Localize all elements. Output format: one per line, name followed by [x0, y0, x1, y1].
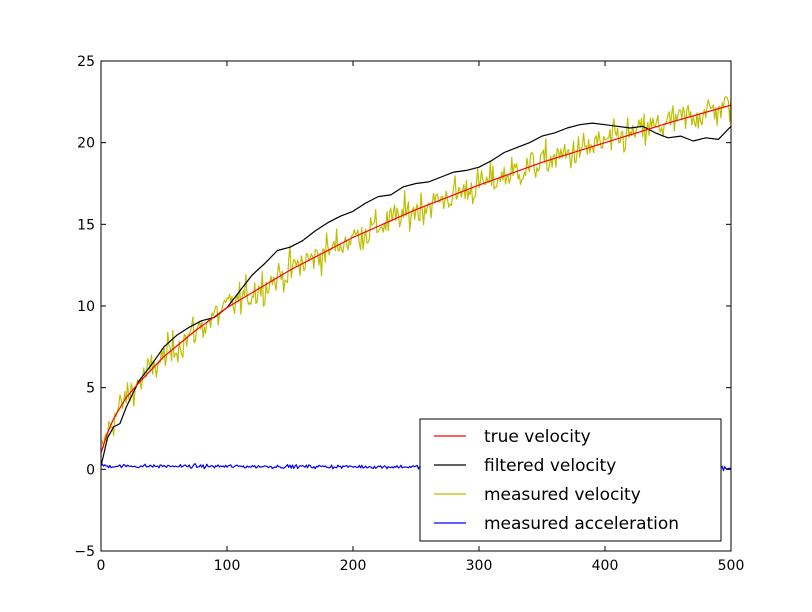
- legend-entry-filtered-velocity: filtered velocity: [484, 456, 616, 476]
- legend-items: true velocity filtered velocity measured v…: [434, 427, 679, 534]
- legend-entry-measured-acceleration: measured acceleration: [484, 514, 679, 534]
- true-velocity-line: [101, 104, 731, 454]
- y-tick-label: 15: [77, 217, 95, 233]
- x-tick-label: 200: [340, 558, 367, 574]
- x-tick-label: 100: [214, 558, 241, 574]
- y-tick-label: 0: [86, 462, 95, 478]
- legend-entry-measured-velocity: measured velocity: [484, 485, 641, 505]
- x-tick-label: 500: [718, 558, 745, 574]
- legend: true velocity filtered velocity measured v…: [419, 418, 722, 542]
- y-tick-label: 10: [77, 299, 95, 315]
- measured-velocity-line: [101, 96, 731, 449]
- y-tick-label: 20: [77, 136, 95, 152]
- y-tick-label: 5: [86, 381, 95, 397]
- filtered-velocity-line: [101, 122, 731, 467]
- x-tick-label: 0: [97, 558, 106, 574]
- x-tick-label: 300: [466, 558, 493, 574]
- legend-entry-true-velocity: true velocity: [484, 427, 591, 447]
- y-tick-label: −5: [74, 544, 95, 560]
- legend-box: [419, 418, 722, 542]
- x-tick-label: 400: [592, 558, 619, 574]
- y-tick-label: 25: [77, 54, 95, 70]
